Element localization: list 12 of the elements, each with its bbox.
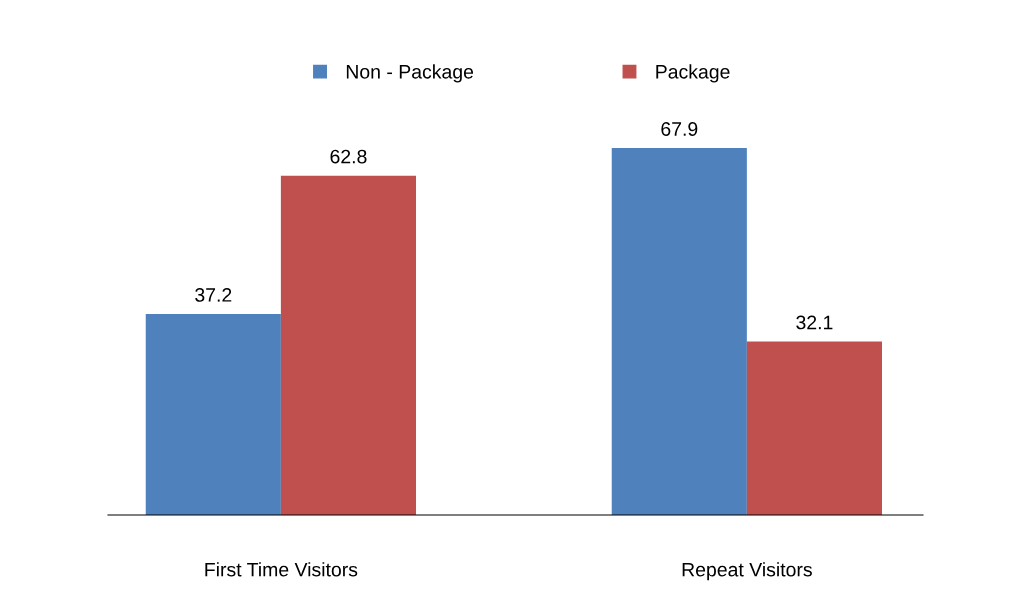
data-label: 37.2 — [195, 288, 232, 302]
legend-label: Package — [656, 64, 730, 83]
data-label: 62.8 — [330, 149, 367, 164]
data-label: 32.1 — [796, 315, 833, 330]
data-label: 67.9 — [661, 122, 698, 136]
bar — [145, 313, 281, 515]
bar — [746, 341, 882, 515]
legend-label: Non - Package — [346, 64, 474, 83]
bar — [280, 175, 417, 515]
x-tick-label: First Time Visitors — [205, 562, 358, 577]
bar — [611, 148, 747, 515]
x-tick-label: Repeat Visitors — [682, 562, 812, 581]
